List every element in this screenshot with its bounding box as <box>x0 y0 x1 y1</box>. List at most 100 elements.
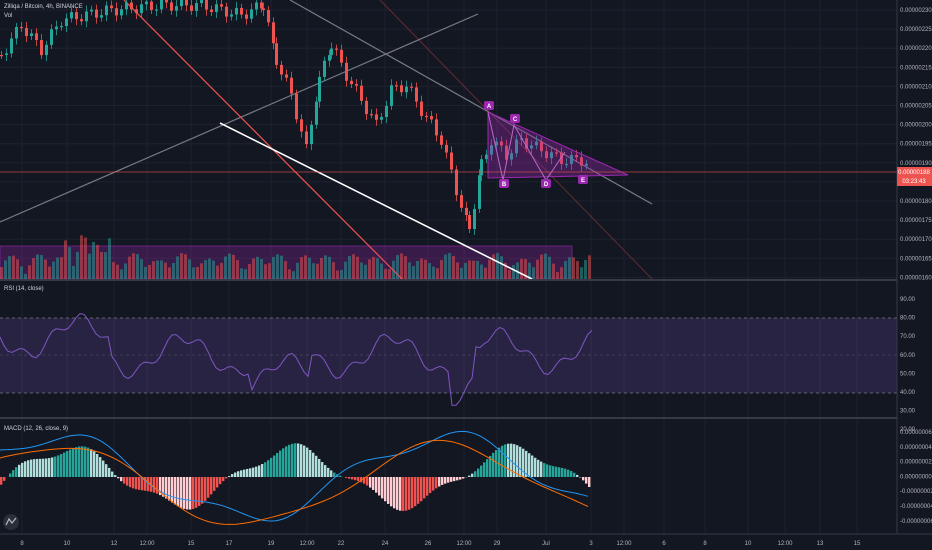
volume-bar <box>24 273 27 279</box>
volume-bar <box>476 260 479 279</box>
volume-bar <box>548 256 551 279</box>
macd-histogram-bar <box>360 477 363 483</box>
macd-histogram-bar <box>489 455 492 477</box>
macd-histogram-bar <box>27 460 30 477</box>
volume-bar <box>192 267 195 279</box>
price-pane[interactable]: A B C D E Zilliqa / Bitcoin, 4h, BINANCE… <box>0 0 897 280</box>
candle-body <box>500 141 503 146</box>
volume-bar <box>96 244 99 279</box>
macd-histogram-bar <box>249 468 252 477</box>
candle-body <box>180 0 183 7</box>
macd-histogram-bar <box>588 477 591 488</box>
macd-histogram-bar <box>120 477 123 482</box>
pattern-point-c[interactable]: C <box>510 114 520 123</box>
volume-bar <box>448 253 451 279</box>
macd-histogram-bar <box>345 477 348 478</box>
volume-bar <box>512 264 515 279</box>
candle-body <box>390 85 393 106</box>
time-tick-label: 12:00 <box>777 541 793 547</box>
volume-bar <box>436 268 439 279</box>
macd-histogram-bar <box>450 477 453 482</box>
candle-body <box>262 8 265 11</box>
pattern-point-d[interactable]: D <box>541 179 551 188</box>
pattern-point-e[interactable]: E <box>578 175 588 184</box>
candle-body <box>425 115 428 118</box>
macd-histogram-bar <box>438 477 441 487</box>
volume-bar <box>452 255 455 279</box>
candle-body <box>260 2 263 9</box>
macd-pane[interactable]: MACD (12, 26, close, 9) <box>0 426 591 525</box>
volume-bar <box>276 254 279 279</box>
rsi-pane[interactable]: RSI (14, close) <box>0 286 897 406</box>
triangle-pattern[interactable] <box>487 111 629 179</box>
macd-tick-label: 0.00000000 <box>900 474 932 480</box>
volume-bar <box>232 254 235 279</box>
macd-histogram-bar <box>282 448 285 477</box>
volume-bar <box>480 264 483 279</box>
volume-bar <box>400 253 403 279</box>
macd-histogram-bar <box>33 459 36 477</box>
macd-histogram-bar <box>456 477 459 481</box>
volume-bar <box>248 264 251 279</box>
candle-body <box>145 1 148 5</box>
descending-trendline[interactable] <box>289 0 653 205</box>
candle-body <box>310 124 313 145</box>
price-axis[interactable]: 0.00000230 0.00000225 0.00000220 0.00000215… <box>896 0 932 534</box>
volume-bar <box>472 260 475 279</box>
ascending-trendline[interactable] <box>0 13 479 223</box>
candle-body <box>175 6 178 11</box>
candle-body <box>495 141 498 146</box>
volume-bar <box>428 263 431 279</box>
candle-body <box>360 85 363 101</box>
price-tick-label: 0.00000175 <box>900 218 932 224</box>
macd-histogram-bar <box>126 477 129 486</box>
pattern-point-a[interactable]: A <box>484 101 494 110</box>
macd-histogram-bar <box>537 459 540 477</box>
volume-bar <box>556 271 559 279</box>
macd-histogram-bar <box>453 477 456 482</box>
volume-bar <box>284 261 287 279</box>
macd-histogram-bar <box>204 477 207 501</box>
macd-histogram-bar <box>81 446 84 477</box>
pattern-point-b[interactable]: B <box>499 179 509 188</box>
red-trendline[interactable] <box>123 0 403 280</box>
volume-bar <box>112 262 115 279</box>
volume-bar <box>588 255 591 279</box>
volume-bar <box>380 263 383 279</box>
candle-body <box>200 0 203 4</box>
candle-body <box>190 5 193 11</box>
candle-body <box>365 100 368 115</box>
volume-bar <box>524 259 527 279</box>
macd-histogram-bar <box>363 477 366 484</box>
candle-body <box>210 9 213 13</box>
candle-body <box>275 43 278 65</box>
support-trendline[interactable] <box>219 122 533 280</box>
macd-histogram <box>0 443 591 511</box>
macd-histogram-bar <box>369 477 372 488</box>
tradingview-logo-icon[interactable] <box>3 514 19 530</box>
macd-histogram-bar <box>468 475 471 477</box>
volume-bar <box>440 259 443 279</box>
volume-bar <box>296 262 299 279</box>
candle-body <box>328 55 331 61</box>
volume-bar <box>336 270 339 279</box>
faint-red-trendline[interactable] <box>379 0 653 280</box>
macd-histogram-bar <box>480 465 483 477</box>
macd-histogram-bar <box>45 458 48 477</box>
macd-histogram-bar <box>195 477 198 508</box>
candle-body <box>410 86 413 88</box>
candle-body <box>580 157 583 166</box>
volume-bar <box>64 240 67 279</box>
candle-body <box>90 9 93 12</box>
macd-histogram-bar <box>54 456 57 477</box>
volume-bar <box>520 258 523 279</box>
candle-body <box>105 5 108 16</box>
rsi-line <box>0 313 593 406</box>
volume-bar <box>256 256 259 279</box>
volume-bar <box>444 254 447 279</box>
time-axis[interactable]: 8 10 12 12:00 15 17 19 12:00 22 24 26 12:00 29 Jul 3 12… <box>0 533 932 550</box>
candle-body <box>155 9 158 11</box>
time-tick-label: 17 <box>226 541 233 547</box>
volume-bar <box>88 253 91 279</box>
